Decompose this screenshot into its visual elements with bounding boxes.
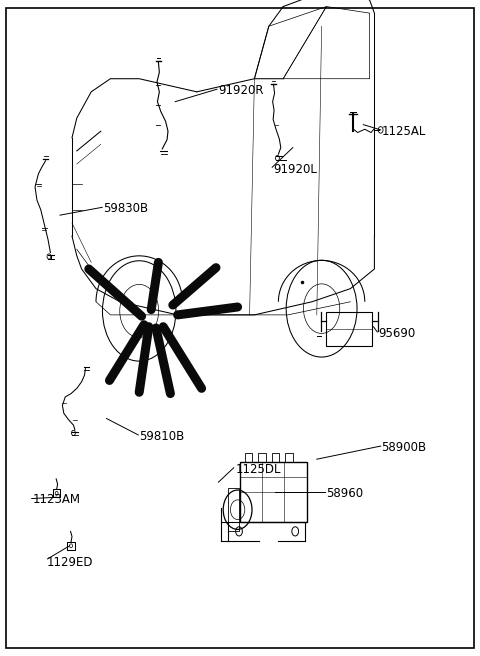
Text: 95690: 95690 [378, 327, 416, 340]
Text: 58960: 58960 [326, 487, 363, 500]
Text: 58900B: 58900B [382, 441, 427, 454]
Text: 1129ED: 1129ED [47, 556, 94, 569]
Text: 1125DL: 1125DL [235, 462, 281, 476]
Text: 1123AM: 1123AM [33, 493, 81, 506]
Text: 91920L: 91920L [274, 163, 317, 176]
Text: 59810B: 59810B [139, 430, 184, 443]
Text: 59830B: 59830B [103, 202, 148, 215]
Text: 1125AL: 1125AL [382, 125, 426, 138]
Text: 91920R: 91920R [218, 84, 264, 97]
